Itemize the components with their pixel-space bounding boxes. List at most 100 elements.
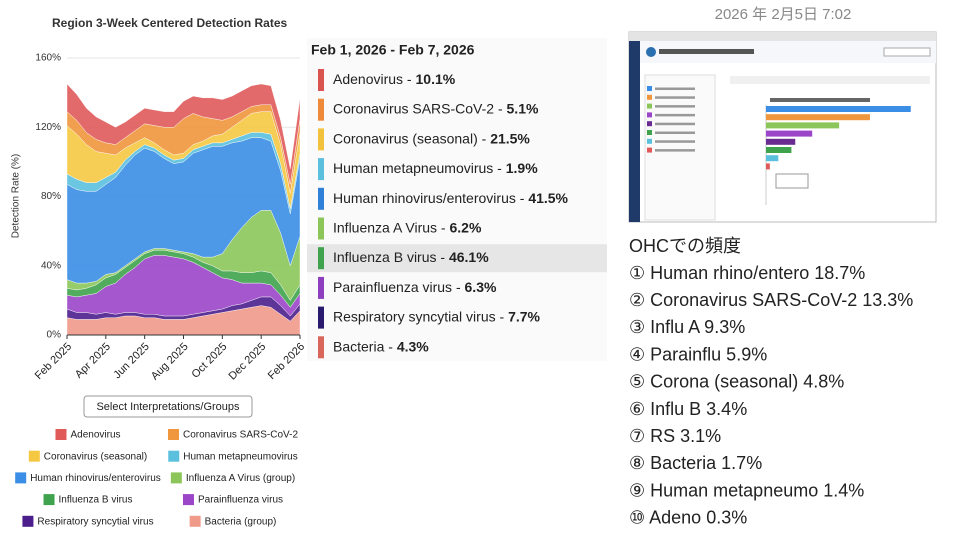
legend-label: Adenovirus [70,430,120,441]
legend-item: Influenza A Virus (group) [170,472,295,484]
rate-item: Human metapneumovirus - 1.9% [333,160,538,176]
y-tick-label: 120% [35,122,61,133]
rate-item: Human rhinovirus/enterovirus - 41.5% [333,190,569,206]
logo [646,47,656,57]
legend-item: Parainfluenza virus [182,494,283,506]
list-row-text [655,122,695,126]
rate-name: Coronavirus (seasonal) [333,130,478,146]
legend-item: Human rhinovirus/enterovirus [15,472,161,484]
legend-item: Respiratory syncytial virus [22,515,154,527]
legend-label: Human rhinovirus/enterovirus [30,473,161,484]
legend-label: Influenza A Virus (group) [186,473,295,484]
legend-swatch [15,472,27,484]
rate-value: 10.1% [416,71,456,87]
ohc-item: ⑨ Human metapneumo 1.4% [629,480,864,500]
list-row-text [655,105,695,108]
list-row [647,138,652,144]
legend-item: Influenza B virus [43,494,133,506]
tooltip [775,173,809,189]
x-tick-label: Jun 2025 [111,341,151,381]
rate-item: Coronavirus (seasonal) - 21.5% [333,130,530,146]
ohc-item: ⑧ Bacteria 1.7% [629,453,762,473]
rate-item: Parainfluenza virus - 6.3% [333,279,497,295]
rate-value: 6.3% [465,279,497,295]
button-label[interactable]: Select Interpretations/Groups [96,401,240,413]
bar [766,114,870,121]
legend-label: Human metapneumovirus [183,451,298,462]
header-text [659,49,754,54]
rate-name: Bacteria [333,338,385,354]
list-pane [644,74,716,221]
rate-item: Bacteria - 4.3% [333,338,429,354]
area [66,83,301,185]
chart-title: Region 3-Week Centered Detection Rates [52,16,287,30]
list-row [647,121,652,127]
button[interactable] [83,395,253,418]
ohc-item: ⑤ Corona (seasonal) 4.8% [629,372,844,392]
row-highlight [307,244,607,273]
list-row [647,103,652,109]
legend-label: Coronavirus SARS-CoV-2 [183,430,298,441]
ohc-item: ⑩ Adeno 0.3% [629,508,747,528]
legend-swatch [55,429,67,440]
rate-color [318,98,324,121]
ohc-item: ① Human rhino/entero 18.7% [629,263,865,283]
legend-swatch [167,429,179,440]
bar [766,130,813,137]
legend-item: Coronavirus SARS-CoV-2 [167,429,298,441]
legend-item: Coronavirus (seasonal) [28,450,147,462]
ohc-heading: OHCでの頻度 [629,236,741,256]
rate-color [318,69,324,91]
legend-item: Human metapneumovirus [168,450,298,462]
header-button [883,47,931,57]
list-row-text [655,113,695,117]
list-row [647,112,652,118]
bar [766,106,911,112]
legend-swatch [43,494,55,506]
rate-value: 4.3% [397,338,429,354]
legend-label: Influenza B virus [59,495,133,506]
y-tick-label: 80% [41,191,61,202]
rate-name: Human rhinovirus/enterovirus [333,190,516,206]
rate-name: Influenza A Virus [333,219,437,235]
rate-value: 41.5% [528,190,568,206]
ohc-item: ⑥ Influ B 3.4% [629,399,747,419]
timestamp: 2026 年 2月5日 7:02 [715,6,852,23]
app-screenshot [628,31,937,223]
list-row-text [655,131,695,134]
y-tick-label: 0% [47,330,62,341]
ohc-item: ③ Influ A 9.3% [629,317,745,337]
legend-label: Bacteria (group) [205,516,277,527]
legend-label: Coronavirus (seasonal) [44,451,147,462]
legend-swatch [28,450,40,462]
rate-color [318,306,324,329]
rate-value: 6.2% [450,219,482,235]
x-tick-label: Oct 2025 [189,341,229,381]
legend-swatch [168,450,180,462]
bar [766,122,840,129]
legend-item: Bacteria (group) [189,515,277,527]
rate-value: 46.1% [449,249,489,265]
rate-color [318,247,324,270]
rate-item: Influenza B virus - 46.1% [333,249,489,265]
rate-name: Respiratory syncytial virus [333,308,496,324]
legend-swatch [189,515,201,527]
rate-item: Coronavirus SARS-CoV-2 - 5.1% [333,100,539,116]
rates-header: Feb 1, 2026 - Feb 7, 2026 [311,42,475,58]
x-tick-label: Feb 2025 [33,341,74,382]
legend-swatch [182,494,194,506]
bar [766,138,796,145]
y-axis-label: Detection Rate (%) [11,154,22,238]
rate-name: Coronavirus SARS-CoV-2 [333,100,494,116]
legend-item: Adenovirus [55,429,121,441]
browser-bar [629,32,936,41]
rate-item: Influenza A Virus - 6.2% [333,219,482,235]
bar [766,163,770,170]
list-row [647,86,652,91]
list-row-text [655,87,695,90]
list-row [647,130,652,135]
side-nav [629,41,640,222]
x-tick-label: Feb 2026 [266,341,307,382]
